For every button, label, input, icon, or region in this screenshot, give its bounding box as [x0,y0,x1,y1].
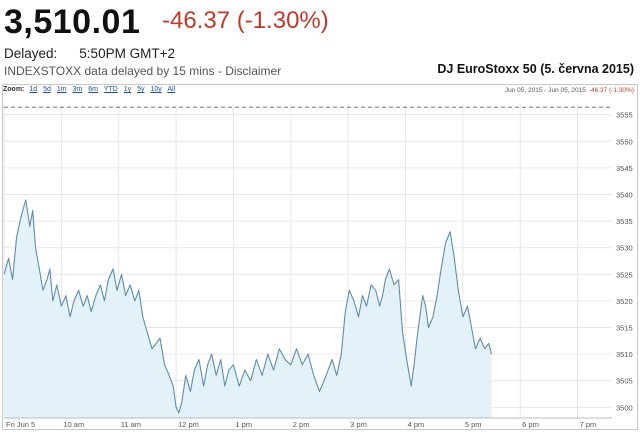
price-change: -46.37 (-1.30%) [162,7,329,34]
zoom-1y[interactable]: 1y [123,86,132,93]
y-tick-label-3540: 3540 [616,190,633,199]
x-tick-label-1: 10 am [63,420,84,429]
range-dates: Jun 05, 2015 - Jun 05, 2015 [504,87,586,94]
y-tick-label-3510: 3510 [616,350,633,359]
y-tick-label-3535: 3535 [616,217,633,226]
zoom-6m[interactable]: 6m [88,86,98,93]
y-tick-label-3500: 3500 [616,403,633,412]
zoom-5d[interactable]: 5d [43,86,51,93]
zoom-all[interactable]: All [167,86,176,93]
y-tick-label-3515: 3515 [616,324,633,333]
x-tick-label-9: 6 pm [522,420,539,429]
series-line [3,199,493,414]
x-tick-label-3: 12 pm [178,420,199,429]
x-tick-label-7: 4 pm [408,420,425,429]
zoom-bar: Zoom: 1d 5d 1m 3m 6m YTD 1y 5y 10y All [3,86,179,93]
x-tick-label-4: 1 pm [235,420,252,429]
x-tick-label-8: 5 pm [465,420,482,429]
index-price: 3,510.01 [4,3,141,41]
x-tick-label-10: 7 pm [580,420,597,429]
chart-frame [2,84,638,430]
data-source-note: INDEXSTOXX data delayed by 15 mins - Dis… [4,64,282,78]
zoom-1m[interactable]: 1m [56,86,67,93]
delay-info: Delayed: 5:50PM GMT+2 [4,46,175,61]
zoom-1d[interactable]: 1d [29,86,38,93]
y-tick-label-3550: 3550 [616,137,633,146]
y-tick-label-3505: 3505 [616,377,633,386]
delayed-label: Delayed: [4,46,58,61]
x-tick-label-6: 3 pm [350,420,367,429]
zoom-ytd[interactable]: YTD [103,86,118,93]
range-change: -46.37 (-1.30%) [588,87,634,94]
x-tick-label-5: 2 pm [293,420,310,429]
y-tick-label-3530: 3530 [616,244,633,253]
zoom-5y[interactable]: 5y [137,86,145,93]
quote-header: 3,510.01 -46.37 (-1.30%) Delayed: 5:50PM … [0,0,640,84]
y-tick-label-3525: 3525 [616,270,633,279]
y-tick-label-3555: 3555 [616,111,633,120]
delayed-time: 5:50PM GMT+2 [79,46,175,61]
x-tick-label-2: 11 am [121,420,141,429]
x-tick-label-0: Fri Jun 5 [6,420,35,429]
zoom-10y[interactable]: 10y [150,86,162,93]
series-area [4,199,492,418]
range-readout: Jun 05, 2015 - Jun 05, 2015 -46.37 (-1.30… [505,87,634,94]
chart-title: DJ EuroStoxx 50 (5. června 2015) [437,62,634,76]
y-tick-label-3520: 3520 [616,297,633,306]
y-tick-label-3545: 3545 [616,164,633,173]
zoom-label: Zoom: [3,86,25,93]
zoom-3m[interactable]: 3m [72,86,83,93]
